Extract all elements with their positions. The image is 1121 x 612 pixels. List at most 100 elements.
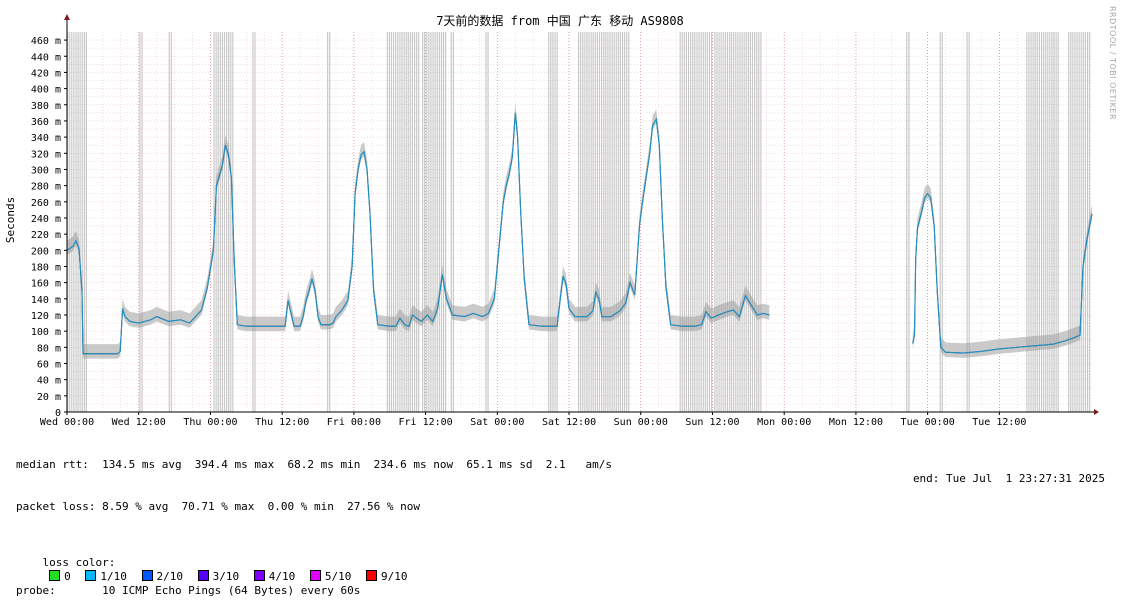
loss-column <box>731 32 733 412</box>
legend-label: 5/10 <box>324 570 352 583</box>
loss-column <box>1045 32 1047 412</box>
loss-column <box>75 32 77 412</box>
loss-column <box>1068 32 1070 412</box>
loss-column <box>430 32 432 412</box>
loss-column <box>609 32 611 412</box>
loss-column <box>1038 32 1041 412</box>
loss-column <box>582 32 584 412</box>
loss-column <box>745 32 747 412</box>
loss-column <box>966 32 968 412</box>
x-tick-label: Thu 12:00 <box>255 417 309 428</box>
loss-column <box>411 32 414 412</box>
loss-column <box>683 32 685 412</box>
loss-column <box>556 32 558 412</box>
loss-column <box>720 32 722 412</box>
loss-column <box>217 32 219 412</box>
legend-swatch <box>49 570 61 581</box>
loss-column <box>326 32 329 412</box>
loss-column <box>1089 32 1091 412</box>
legend-label: 9/10 <box>381 570 408 583</box>
loss-column <box>607 32 609 412</box>
loss-column <box>1070 32 1072 412</box>
loss-column <box>422 32 424 412</box>
loss-column <box>388 32 391 412</box>
legend-items: 0 1/10 2/10 3/10 4/10 5/10 9/10 <box>43 570 416 583</box>
loss-column <box>329 32 331 412</box>
loss-column <box>432 32 434 412</box>
y-tick-label: 240 m <box>31 214 61 225</box>
loss-column <box>452 32 454 412</box>
loss-column <box>73 32 75 412</box>
loss-smoke <box>67 32 1092 412</box>
loss-column <box>170 32 172 412</box>
legend-swatch <box>253 570 265 581</box>
loss-column <box>1028 32 1030 412</box>
loss-color-label: loss color: <box>42 556 116 569</box>
x-tick-label: Tue 12:00 <box>972 417 1026 428</box>
axes <box>64 14 1099 415</box>
loss-column <box>485 32 487 412</box>
y-tick-label: 380 m <box>31 101 61 112</box>
loss-column <box>221 32 223 412</box>
loss-column <box>69 32 71 412</box>
loss-column <box>1040 32 1043 412</box>
loss-column <box>1057 32 1059 412</box>
y-tick-labels: 0 20 m 40 m 60 m 80 m 100 m 120 m 140 m 160 m 180… <box>31 36 67 419</box>
loss-column <box>1034 32 1036 412</box>
y-tick-label: 360 m <box>31 117 61 128</box>
y-tick-label: 60 m <box>37 359 61 370</box>
y-tick-label: 400 m <box>31 85 61 96</box>
loss-column <box>685 32 688 412</box>
loss-column <box>407 32 409 412</box>
legend-swatch <box>366 570 377 581</box>
loss-column <box>621 32 624 412</box>
legend-label: 2/10 <box>156 570 184 583</box>
loss-column <box>580 32 582 412</box>
y-tick-label: 200 m <box>31 246 61 257</box>
legend-item: 3/10 <box>197 570 239 584</box>
legend-swatch <box>309 570 321 581</box>
loss-column <box>702 32 704 412</box>
loss-column <box>722 32 724 412</box>
loss-column <box>230 32 232 412</box>
loss-column <box>743 32 745 412</box>
x-tick-label: Wed 00:00 <box>40 417 94 428</box>
y-tick-label: 300 m <box>31 165 61 176</box>
y-tick-label: 420 m <box>31 68 61 79</box>
loss-column <box>418 32 420 412</box>
legend-item: 2/10 <box>141 570 184 584</box>
loss-column <box>624 32 626 412</box>
loss-column <box>213 32 215 412</box>
legend-swatch <box>85 570 97 581</box>
loss-column <box>735 32 737 412</box>
loss-column <box>440 32 443 412</box>
x-tick-label: Mon 12:00 <box>829 417 883 428</box>
loss-column <box>584 32 586 412</box>
loss-column <box>228 32 230 412</box>
loss-column <box>590 32 592 412</box>
loss-column <box>395 32 397 412</box>
loss-column <box>83 32 85 412</box>
smokeping-chart: 7天前的数据 from 中国 广东 移动 AS9808 Seconds 0 20 … <box>4 13 1099 428</box>
legend-item: 0 <box>49 570 71 584</box>
loss-column <box>758 32 760 412</box>
loss-column <box>756 32 758 412</box>
x-tick-label: Fri 12:00 <box>399 417 453 428</box>
loss-column <box>747 32 749 412</box>
y-tick-label: 180 m <box>31 262 61 273</box>
loss-column <box>619 32 622 412</box>
loss-column <box>225 32 228 412</box>
loss-column <box>442 32 445 412</box>
packet-loss-line: packet loss: 8.59 % avg 70.71 % max 0.00… <box>16 500 420 513</box>
probe-line: probe: 10 ICMP Echo Pings (64 Bytes) eve… <box>16 584 361 597</box>
loss-column <box>941 32 943 412</box>
loss-color-line <box>66 112 770 355</box>
y-tick-label: 100 m <box>31 327 61 338</box>
legend-swatch <box>197 570 209 581</box>
loss-column <box>601 32 603 412</box>
loss-column <box>1080 32 1082 412</box>
loss-column <box>592 32 594 412</box>
y-tick-label: 220 m <box>31 230 61 241</box>
loss-column <box>219 32 221 412</box>
loss-column <box>939 32 941 412</box>
